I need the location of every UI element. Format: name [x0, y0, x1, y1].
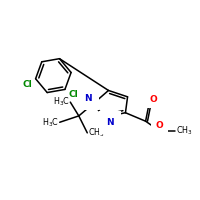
- Text: H$_3$C: H$_3$C: [53, 96, 70, 108]
- Text: H$_3$C: H$_3$C: [42, 116, 59, 129]
- Text: CH$_3$: CH$_3$: [88, 127, 105, 139]
- Text: N: N: [84, 94, 92, 103]
- Text: Cl: Cl: [68, 90, 78, 99]
- Text: CH$_3$: CH$_3$: [176, 124, 193, 137]
- Text: O: O: [149, 95, 157, 104]
- Text: O: O: [156, 121, 163, 130]
- Text: Cl: Cl: [23, 80, 32, 89]
- Text: N: N: [106, 118, 114, 127]
